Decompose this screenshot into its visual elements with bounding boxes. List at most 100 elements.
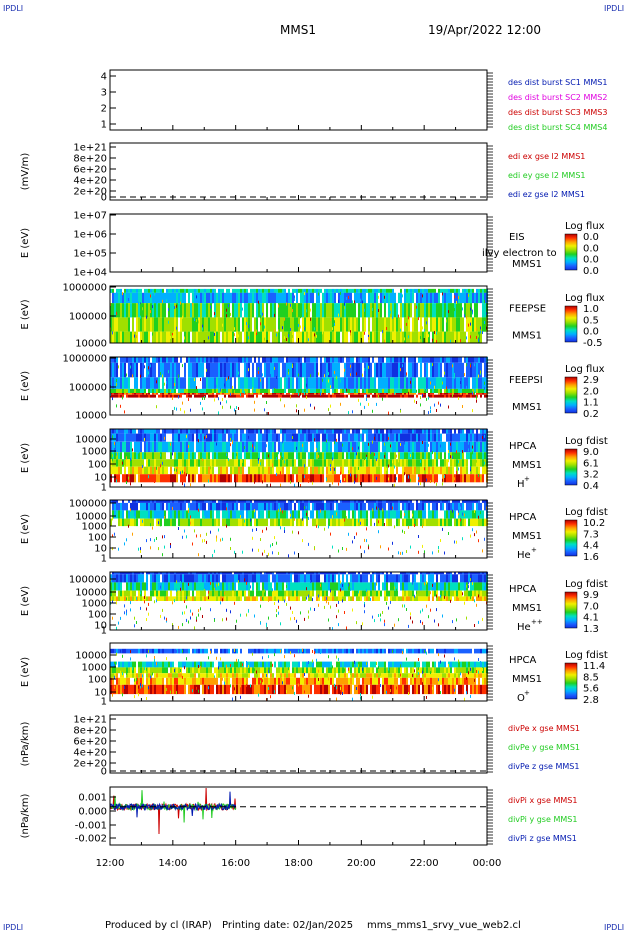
- spectrogram-cell: [120, 288, 122, 293]
- spectrogram-cell: [390, 502, 392, 511]
- spectrogram-cell: [258, 466, 260, 475]
- color-scale-tick: 1.6: [583, 552, 599, 563]
- spectrogram-cell: [418, 393, 420, 395]
- spectrogram-cell: [464, 394, 466, 398]
- spectrogram-cell: [336, 394, 338, 398]
- spectrogram-speckle: [368, 334, 369, 338]
- spectrogram-cell: [292, 288, 294, 293]
- spectrogram-speckle: [136, 621, 137, 624]
- spectrogram-cell: [222, 362, 224, 378]
- spectrogram-cell: [202, 441, 204, 453]
- spectrogram-cell: [304, 474, 306, 483]
- spectrogram-cell: [474, 357, 476, 363]
- spectrogram-cell: [272, 331, 274, 343]
- spectrogram-speckle: [410, 454, 411, 457]
- spectrogram-cell: [324, 452, 326, 460]
- spectrogram-cell: [368, 452, 370, 460]
- spectrogram-cell: [342, 331, 344, 343]
- spectrogram-cell: [238, 466, 240, 475]
- spectrogram-cell: [462, 500, 464, 503]
- spectrogram-cell: [142, 510, 144, 519]
- spectrogram-cell: [132, 474, 134, 483]
- spectrogram-cell: [290, 377, 292, 389]
- y-tick-label: 10: [94, 544, 107, 555]
- spectrogram-cell: [410, 393, 412, 395]
- spectrogram-cell: [236, 441, 238, 453]
- spectrogram-cell: [374, 331, 376, 343]
- spectrogram-cell: [458, 502, 460, 511]
- spectrogram-cell: [336, 474, 338, 483]
- spectrogram-cell: [328, 502, 330, 511]
- spectrogram-cell: [234, 288, 236, 293]
- spectrogram-cell: [324, 292, 326, 304]
- spectrogram-cell: [150, 518, 152, 527]
- spectrogram-speckle: [474, 533, 475, 537]
- spectrogram-speckle: [408, 525, 409, 529]
- spectrogram-speckle: [150, 364, 151, 368]
- spectrogram-cell: [318, 500, 320, 503]
- spectrogram-cell: [366, 474, 368, 483]
- spectrogram-cell: [480, 394, 482, 398]
- spectrogram-cell: [212, 466, 214, 475]
- spectrogram-speckle: [468, 294, 469, 297]
- spectrogram-cell: [334, 433, 336, 442]
- spectrogram-cell: [382, 292, 384, 304]
- spectrogram-cell: [222, 288, 224, 293]
- spectrogram-cell: [242, 500, 244, 503]
- spectrogram-cell: [356, 466, 358, 475]
- spectrogram-cell: [210, 510, 212, 519]
- spectrogram-cell: [428, 357, 430, 363]
- spectrogram-speckle: [290, 395, 291, 399]
- spectrogram-cell: [270, 500, 272, 503]
- spectrogram-cell: [130, 574, 132, 583]
- spectrogram-cell: [126, 303, 128, 318]
- spectrogram-cell: [428, 459, 430, 467]
- spectrogram-cell: [446, 303, 448, 318]
- spectrogram-cell: [268, 510, 270, 519]
- spectrogram-cell: [158, 500, 160, 503]
- spectrogram-cell: [308, 394, 310, 398]
- spectrogram-cell: [394, 357, 396, 363]
- spectrogram-speckle: [296, 446, 297, 450]
- spectrogram-speckle: [214, 398, 215, 402]
- spectrogram-speckle: [438, 401, 439, 405]
- spectrogram-cell: [238, 394, 240, 398]
- spectrogram-cell: [396, 303, 398, 318]
- spectrogram-cell: [250, 466, 252, 475]
- spectrogram-cell: [176, 502, 178, 511]
- spectrogram-cell: [262, 441, 264, 453]
- spectrogram-cell: [402, 429, 404, 434]
- spectrogram-speckle: [208, 336, 209, 340]
- spectrogram-cell: [306, 362, 308, 378]
- spectrogram-speckle: [390, 444, 391, 448]
- spectrogram-cell: [370, 303, 372, 318]
- spectrogram-cell: [188, 292, 190, 304]
- spectrogram-speckle: [124, 611, 125, 615]
- spectrogram-cell: [114, 510, 116, 519]
- spectrogram-cell: [238, 452, 240, 460]
- spectrogram-cell: [206, 377, 208, 389]
- spectrogram-speckle: [130, 365, 131, 369]
- spectrogram-cell: [330, 394, 332, 398]
- spectrogram-cell: [464, 433, 466, 442]
- spectrogram-cell: [152, 459, 154, 467]
- spectrogram-cell: [344, 441, 346, 453]
- spectrogram-cell: [310, 433, 312, 442]
- spectrogram-speckle: [374, 452, 375, 456]
- spectrogram-speckle: [260, 378, 261, 382]
- spectrogram-speckle: [414, 399, 415, 403]
- spectrogram-cell: [378, 500, 380, 503]
- spectrogram-cell: [208, 510, 210, 519]
- spectrogram-cell: [238, 510, 240, 519]
- spectrogram-cell: [226, 500, 228, 503]
- spectrogram-cell: [424, 518, 426, 527]
- spectrogram-cell: [346, 433, 348, 442]
- spectrogram-speckle: [478, 515, 479, 519]
- spectrogram-speckle: [150, 546, 151, 550]
- spectrogram-cell: [440, 362, 442, 378]
- spectrogram-cell: [170, 292, 172, 304]
- spectrogram-cell: [456, 292, 458, 304]
- spectrogram-cell: [364, 441, 366, 453]
- spectrogram-speckle: [292, 436, 293, 439]
- spectrogram-cell: [464, 474, 466, 483]
